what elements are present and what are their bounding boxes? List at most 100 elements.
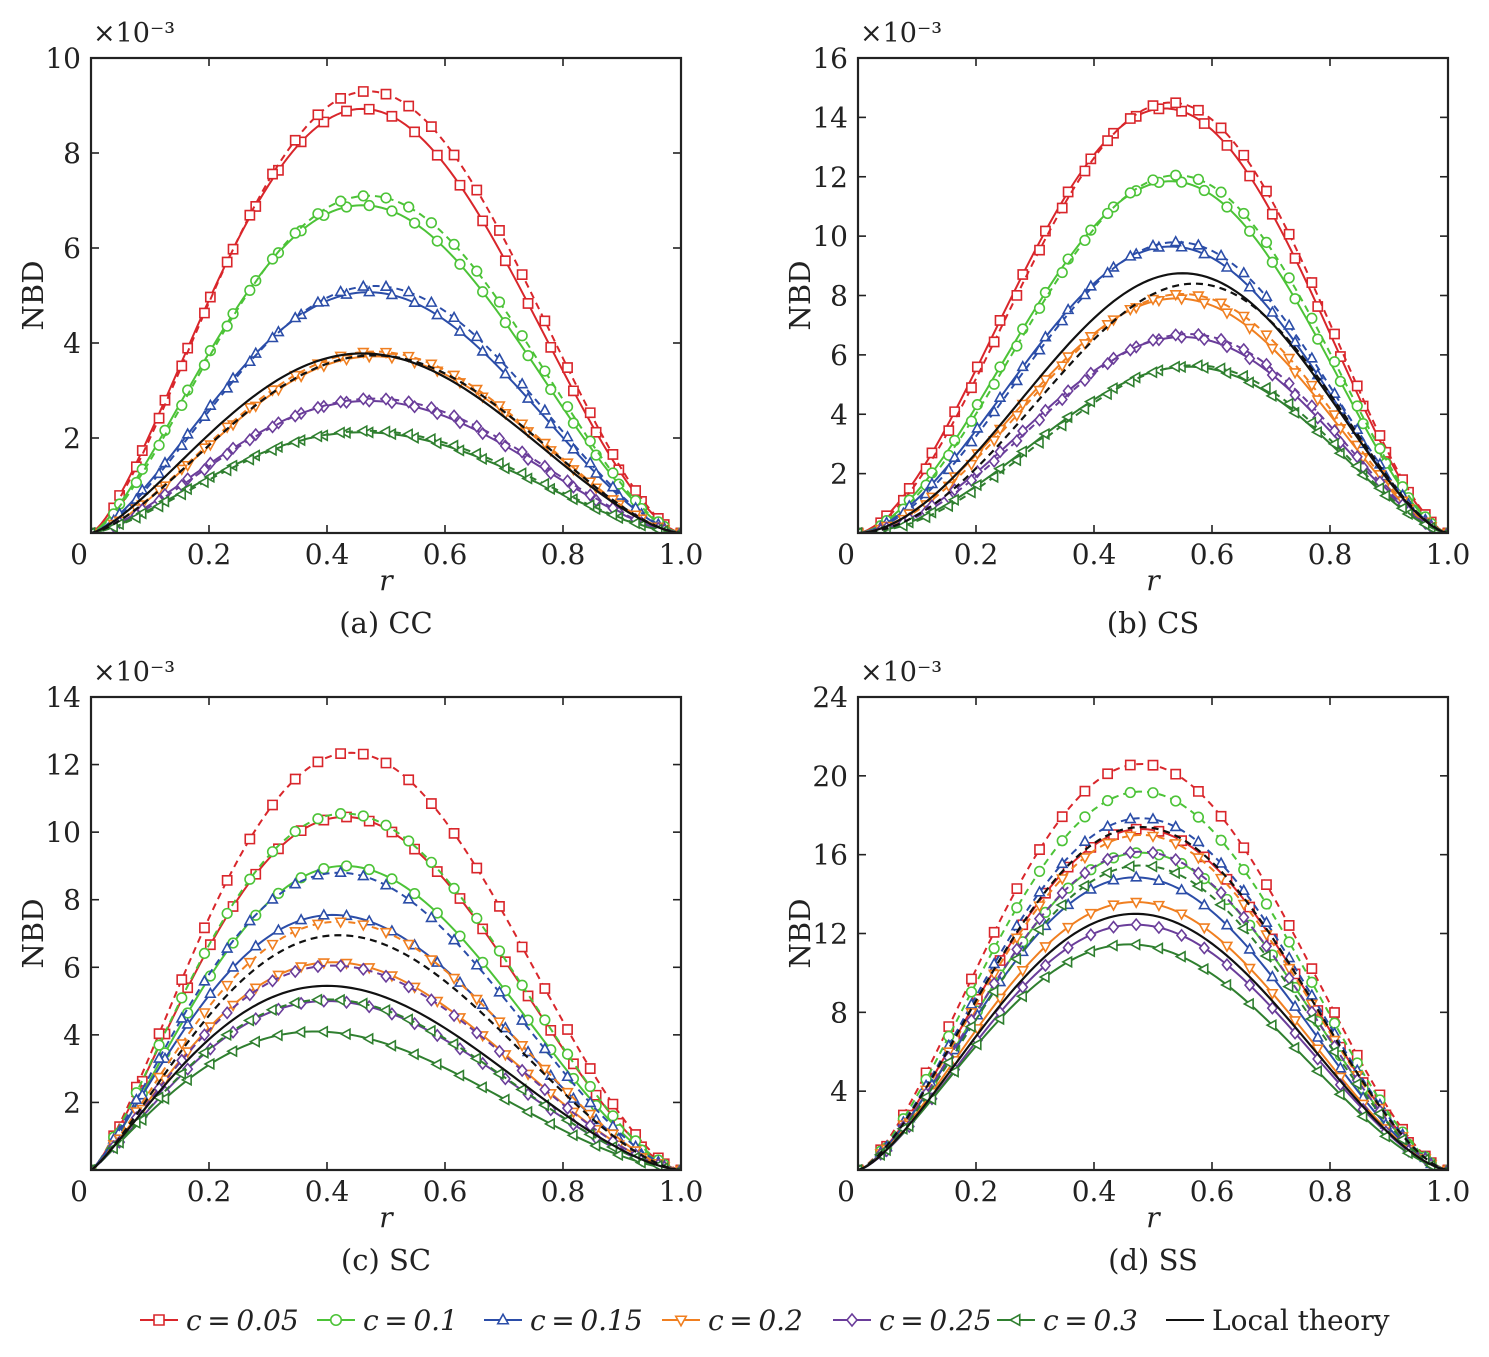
marker-c03-solid	[1106, 939, 1118, 952]
marker-c025-dashed	[1101, 356, 1114, 371]
chart-panel-1: 0 0.2 0.4 0.6 0.8 1.0 2 4 6 8 10 ×10⁻³ r NBD (a) CC	[16, 18, 703, 640]
legend-marker	[674, 1315, 688, 1328]
marker-c005-dashed	[607, 1098, 619, 1110]
marker-c03-dashed	[1304, 1012, 1317, 1026]
marker-c015-dashed	[334, 284, 347, 297]
legend-label: c = 0.3	[1043, 1304, 1138, 1337]
marker-c005-dashed	[1147, 759, 1159, 771]
marker-c005-dashed	[516, 941, 528, 953]
marker-c025-dashed	[1147, 845, 1159, 860]
marker-c02-solid	[1175, 294, 1188, 306]
marker-c02-dashed	[289, 370, 302, 383]
marker-c015-dashed	[1282, 951, 1296, 963]
marker-c01-solid	[1289, 293, 1301, 305]
series-line-c02-dashed	[858, 833, 1448, 1170]
marker-c015-dashed	[1124, 249, 1137, 261]
marker-c005-dashed	[244, 209, 256, 221]
marker-c03-solid	[294, 1025, 306, 1039]
series-line-Localtheory-solid	[91, 984, 681, 1170]
marker-c01-solid	[318, 862, 330, 875]
marker-c025-dashed	[1079, 373, 1091, 388]
marker-c01-dashed	[448, 238, 460, 251]
marker-c03-dashed	[1123, 375, 1135, 388]
marker-c025-solid	[522, 452, 534, 467]
marker-c005-dashed	[988, 336, 1000, 348]
x-tick-label: 0.6	[1190, 538, 1235, 571]
y-tick-label: 4	[830, 1075, 848, 1108]
marker-c01-solid	[477, 286, 489, 298]
legend-item-c025: c = 0.25	[833, 1304, 992, 1337]
y-tick-label: 16	[812, 42, 848, 75]
marker-c005-solid	[994, 315, 1006, 326]
marker-c01-dashed	[1283, 936, 1295, 948]
marker-c03-dashed	[1214, 898, 1226, 911]
marker-c01-dashed	[334, 808, 347, 820]
marker-c03-dashed	[310, 430, 323, 443]
marker-c03-dashed	[1168, 866, 1180, 880]
marker-c01-dashed	[1124, 187, 1136, 199]
marker-c015-dashed	[198, 974, 211, 986]
marker-c02-dashed	[1192, 291, 1205, 303]
marker-c015-dashed	[1010, 374, 1024, 386]
marker-c015-solid	[1220, 260, 1234, 272]
marker-c01-dashed	[1328, 356, 1341, 368]
marker-c015-solid	[1198, 247, 1211, 259]
marker-c01-solid	[431, 235, 443, 247]
marker-c005-dashed	[1238, 842, 1250, 854]
marker-c005-solid	[1289, 252, 1301, 264]
marker-c03-dashed	[1100, 387, 1112, 401]
marker-c025-solid	[994, 444, 1006, 459]
marker-c03-dashed	[1282, 980, 1294, 993]
marker-c015-dashed	[1146, 812, 1160, 824]
marker-c03-solid	[430, 1058, 442, 1071]
marker-c005-solid	[1221, 140, 1233, 151]
marker-c01-solid	[454, 258, 466, 270]
marker-c01-solid	[545, 383, 557, 396]
marker-c02-dashed	[1192, 853, 1205, 865]
marker-c015-dashed	[1260, 915, 1273, 927]
marker-c01-dashed	[1079, 234, 1091, 247]
marker-c01-dashed	[425, 856, 438, 868]
marker-c015-solid	[1266, 305, 1279, 317]
marker-c005-dashed	[199, 307, 210, 319]
marker-c025-dashed	[1033, 413, 1046, 427]
marker-c025-solid	[1266, 368, 1279, 382]
marker-c015-solid	[1311, 1030, 1324, 1042]
marker-c03-solid	[1220, 978, 1232, 992]
marker-c03-dashed	[106, 521, 118, 533]
marker-c03-solid	[203, 1057, 215, 1071]
marker-c025-solid	[545, 466, 557, 481]
marker-c01-dashed	[1033, 865, 1046, 877]
x-tick-label: 1.0	[659, 1175, 704, 1208]
marker-c02-dashed	[1078, 853, 1092, 865]
marker-c01-dashed	[153, 439, 165, 451]
marker-c025-solid	[182, 472, 194, 486]
y-tick-label: 14	[812, 101, 848, 134]
marker-c01-dashed	[403, 835, 415, 847]
marker-c02-solid	[1107, 900, 1120, 912]
marker-c015-dashed	[515, 1013, 529, 1025]
marker-c015-solid	[1130, 870, 1143, 882]
marker-c005-dashed	[1261, 185, 1272, 197]
marker-c02-solid	[158, 1075, 172, 1087]
marker-c015-solid	[993, 390, 1007, 403]
legend-item-c03: c = 0.3	[997, 1304, 1138, 1337]
marker-c025-dashed	[1215, 332, 1227, 347]
marker-c01-dashed	[221, 320, 233, 332]
marker-c03-dashed	[1236, 369, 1249, 383]
marker-c03-dashed	[288, 996, 300, 1010]
marker-c03-solid	[589, 1139, 601, 1152]
marker-c02-dashed	[402, 351, 415, 364]
marker-c025-dashed	[1011, 434, 1023, 448]
marker-c015-dashed	[561, 1069, 574, 1082]
marker-c02-solid	[1084, 908, 1098, 921]
marker-c02-solid	[1266, 988, 1279, 1001]
marker-c025-solid	[1175, 928, 1188, 943]
plot-area	[91, 748, 681, 1170]
legend-item-c015: c = 0.15	[484, 1304, 643, 1337]
marker-c015-dashed	[1101, 819, 1114, 831]
marker-c02-dashed	[357, 920, 370, 932]
marker-c025-dashed	[448, 409, 460, 423]
marker-c01-solid	[1244, 225, 1256, 237]
marker-c015-dashed	[1169, 235, 1182, 247]
